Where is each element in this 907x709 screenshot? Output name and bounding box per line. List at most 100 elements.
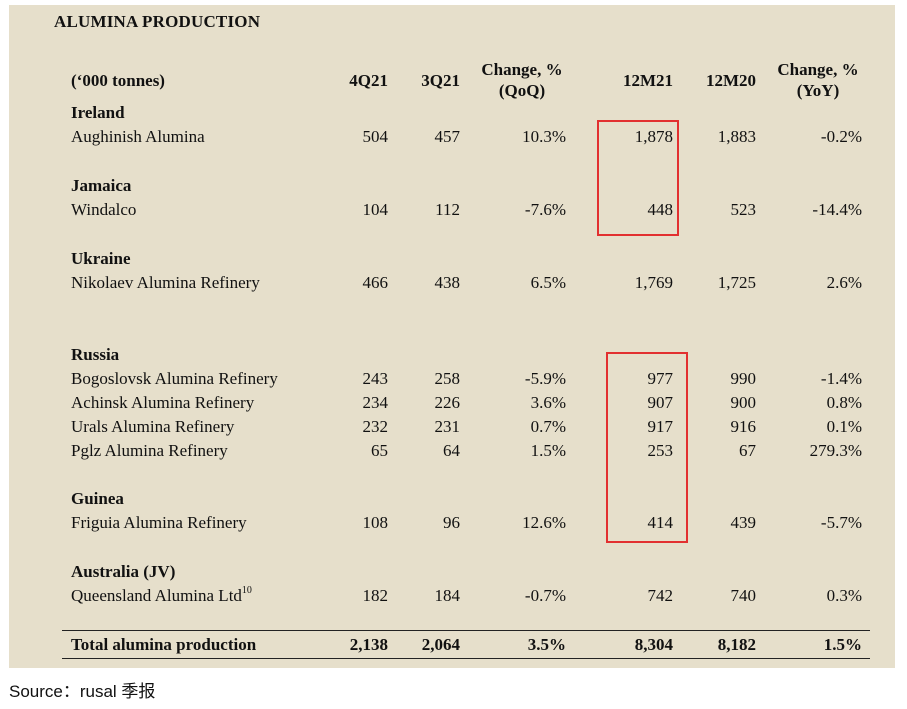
cell-change-yoy: -1.4% xyxy=(820,369,862,388)
cell-4q21: 232 xyxy=(362,417,389,436)
cell-4q21: 2,138 xyxy=(349,635,388,654)
cell-12m21: 1,878 xyxy=(634,127,673,146)
cell-4q21: 182 xyxy=(362,586,389,605)
cell-12m21: 1,769 xyxy=(634,273,673,292)
cell-change-qoq: -5.9% xyxy=(524,369,566,388)
highlight-box-ireland-jamaica xyxy=(597,120,679,236)
cell-change-yoy: 279.3% xyxy=(809,441,862,460)
header-12m20: 12M20 xyxy=(705,71,756,90)
cell-3q21: 96 xyxy=(443,513,460,532)
row-name: Queensland Alumina Ltd10 xyxy=(71,584,252,608)
cell-12m20: 990 xyxy=(730,369,757,388)
cell-4q21: 234 xyxy=(362,393,389,412)
header-change-yoy-line2: (YoY) xyxy=(796,81,840,100)
group-russia: Russia xyxy=(71,345,120,364)
cell-3q21: 184 xyxy=(434,586,461,605)
row-name: Aughinish Alumina xyxy=(71,127,205,146)
cell-3q21: 112 xyxy=(435,200,460,219)
table-row: Bogoslovsk Alumina Refinery 243 258 -5.9… xyxy=(0,367,907,391)
cell-change-yoy: 0.8% xyxy=(826,393,862,412)
row-name: Nikolaev Alumina Refinery xyxy=(71,273,260,292)
row-name: Urals Alumina Refinery xyxy=(71,417,235,436)
cell-12m20: 8,182 xyxy=(717,635,756,654)
cell-12m21: 253 xyxy=(647,441,674,460)
table-row: Nikolaev Alumina Refinery 466 438 6.5% 1… xyxy=(0,271,907,295)
table-row: Windalco 104 112 -7.6% 448 523 -14.4% xyxy=(0,198,907,222)
cell-3q21: 457 xyxy=(434,127,461,146)
table-row: Aughinish Alumina 504 457 10.3% 1,878 1,… xyxy=(0,125,907,149)
cell-3q21: 258 xyxy=(434,369,461,388)
cell-change-qoq: 0.7% xyxy=(530,417,566,436)
table-row: Queensland Alumina Ltd10 182 184 -0.7% 7… xyxy=(0,584,907,608)
cell-4q21: 104 xyxy=(362,200,389,219)
row-name-text: Queensland Alumina Ltd xyxy=(71,586,242,605)
cell-4q21: 65 xyxy=(371,441,388,460)
header-change-yoy-line1: Change, % xyxy=(777,60,859,79)
cell-3q21: 2,064 xyxy=(421,635,460,654)
unit-header: (‘000 tonnes) xyxy=(71,71,165,90)
cell-change-yoy: 0.3% xyxy=(826,586,862,605)
group-ukraine: Ukraine xyxy=(71,249,131,268)
cell-change-yoy: 1.5% xyxy=(823,635,862,654)
cell-12m21: 414 xyxy=(647,513,674,532)
header-4q21: 4Q21 xyxy=(349,71,388,90)
cell-change-qoq: 12.6% xyxy=(522,513,566,532)
total-top-rule xyxy=(62,630,870,631)
row-name: Pglz Alumina Refinery xyxy=(71,441,228,460)
row-name: Friguia Alumina Refinery xyxy=(71,513,247,532)
cell-change-qoq: 6.5% xyxy=(530,273,566,292)
cell-12m21: 907 xyxy=(647,393,674,412)
group-jamaica: Jamaica xyxy=(71,176,132,195)
cell-3q21: 226 xyxy=(434,393,461,412)
header-12m21: 12M21 xyxy=(622,71,673,90)
table-row: Urals Alumina Refinery 232 231 0.7% 917 … xyxy=(0,415,907,439)
row-name: Total alumina production xyxy=(71,635,257,654)
cell-4q21: 504 xyxy=(362,127,389,146)
cell-change-qoq: -7.6% xyxy=(524,200,566,219)
table-row: Friguia Alumina Refinery 108 96 12.6% 41… xyxy=(0,511,907,535)
cell-12m21: 977 xyxy=(647,369,674,388)
cell-3q21: 64 xyxy=(443,441,460,460)
cell-4q21: 243 xyxy=(362,369,389,388)
header-change-qoq-line1: Change, % xyxy=(481,60,563,79)
cell-4q21: 466 xyxy=(362,273,389,292)
cell-12m21: 8,304 xyxy=(634,635,673,654)
cell-12m20: 1,725 xyxy=(717,273,756,292)
cell-12m21: 742 xyxy=(647,586,674,605)
cell-12m20: 67 xyxy=(739,441,756,460)
cell-3q21: 438 xyxy=(434,273,461,292)
cell-change-yoy: -14.4% xyxy=(812,200,862,219)
table-row: Pglz Alumina Refinery 65 64 1.5% 253 67 … xyxy=(0,439,907,463)
header-change-qoq: Change, % (QoQ) xyxy=(466,59,578,101)
cell-change-yoy: 0.1% xyxy=(826,417,862,436)
table-title: ALUMINA PRODUCTION xyxy=(54,12,261,31)
header-change-qoq-line2: (QoQ) xyxy=(498,81,546,100)
header-3q21: 3Q21 xyxy=(421,71,460,90)
cell-change-qoq: -0.7% xyxy=(524,586,566,605)
group-guinea: Guinea xyxy=(71,489,124,508)
cell-change-yoy: 2.6% xyxy=(826,273,862,292)
highlight-box-russia-guinea xyxy=(606,352,688,543)
cell-12m20: 523 xyxy=(730,200,757,219)
row-name: Achinsk Alumina Refinery xyxy=(71,393,255,412)
cell-12m20: 916 xyxy=(730,417,757,436)
source-note: Source：rusal 季报 xyxy=(9,682,156,701)
cell-12m20: 740 xyxy=(730,586,757,605)
cell-12m21: 917 xyxy=(647,417,674,436)
cell-4q21: 108 xyxy=(362,513,389,532)
cell-change-qoq: 3.5% xyxy=(527,635,566,654)
cell-change-qoq: 1.5% xyxy=(530,441,566,460)
cell-12m20: 900 xyxy=(730,393,757,412)
group-ireland: Ireland xyxy=(71,103,125,122)
cell-change-qoq: 3.6% xyxy=(530,393,566,412)
total-row: Total alumina production 2,138 2,064 3.5… xyxy=(0,633,907,657)
table-panel xyxy=(9,5,895,668)
cell-change-qoq: 10.3% xyxy=(522,127,566,146)
cell-change-yoy: -0.2% xyxy=(820,127,862,146)
table-row: Achinsk Alumina Refinery 234 226 3.6% 90… xyxy=(0,391,907,415)
footnote-marker: 10 xyxy=(241,585,252,596)
cell-3q21: 231 xyxy=(434,417,461,436)
cell-change-yoy: -5.7% xyxy=(820,513,862,532)
cell-12m20: 1,883 xyxy=(717,127,756,146)
group-australia: Australia (JV) xyxy=(71,562,176,581)
